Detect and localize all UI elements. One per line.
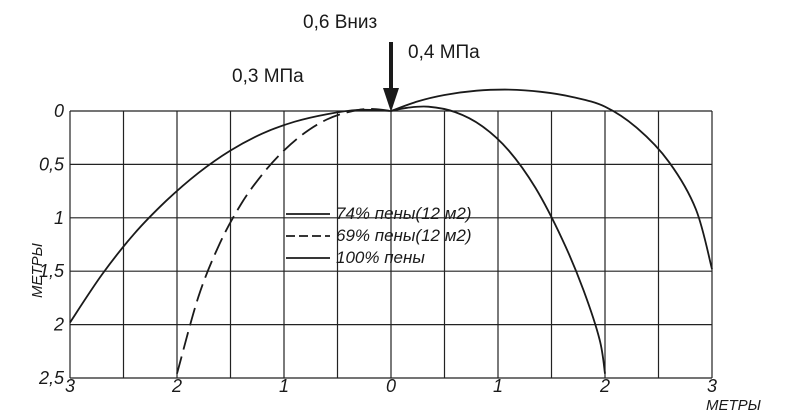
x-tick-label: 1 (279, 376, 289, 396)
x-tick-label: 3 (65, 376, 75, 396)
y-tick-label: 1 (54, 208, 64, 228)
y-tick-label: 1,5 (39, 261, 65, 281)
legend: 74% пены(12 м2) 69% пены(12 м2) 100% пены (286, 204, 472, 267)
series-line-1 (69, 108, 392, 323)
left-pressure-label: 0,3 МПа (232, 66, 304, 87)
load-arrow-icon (383, 42, 399, 112)
series-line-2 (176, 107, 392, 374)
x-tick-label: 2 (171, 376, 182, 396)
arrow-head (383, 88, 399, 112)
x-tick-label: 2 (599, 376, 610, 396)
series-line-3 (390, 105, 606, 374)
y-tick-label: 2,5 (38, 368, 65, 388)
y-tick-labels: 0 0,5 1 1,5 2 2,5 (38, 101, 65, 388)
x-tick-labels: 3 2 1 0 1 2 3 (65, 376, 717, 396)
y-tick-label: 0,5 (39, 154, 65, 174)
curves (69, 88, 713, 374)
x-tick-label: 0 (386, 376, 396, 396)
top-load-label: 0,6 Вниз (303, 12, 377, 33)
x-axis-label: МЕТРЫ (706, 397, 762, 414)
y-tick-label: 2 (53, 315, 64, 335)
legend-label: 69% пены(12 м2) (336, 226, 472, 245)
legend-label: 100% пены (336, 248, 425, 267)
legend-label: 74% пены(12 м2) (336, 204, 472, 223)
y-axis-label: МЕТРЫ (29, 242, 46, 298)
x-tick-label: 3 (707, 376, 717, 396)
x-tick-label: 1 (493, 376, 503, 396)
right-pressure-label: 0,4 МПа (408, 42, 480, 63)
y-tick-label: 0 (54, 101, 64, 121)
series-line-4 (390, 88, 713, 270)
